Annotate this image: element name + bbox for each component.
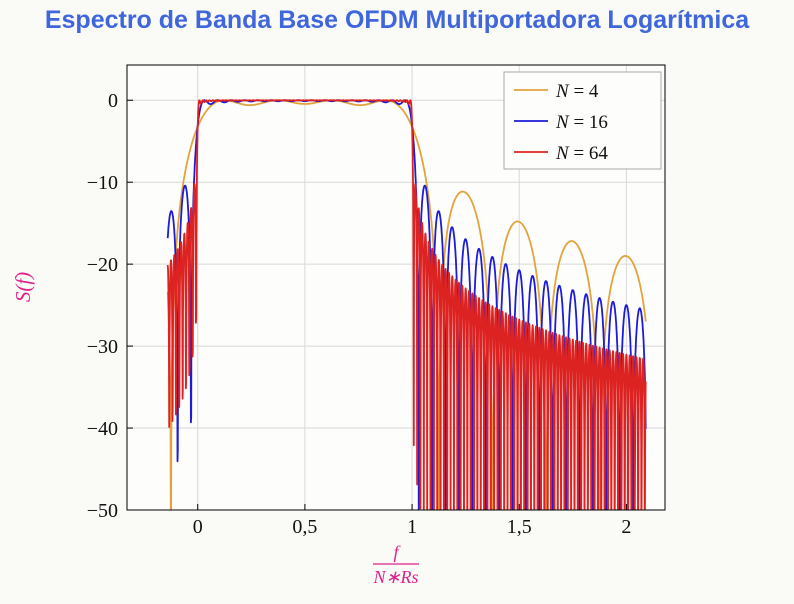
axis-frame (126, 64, 666, 511)
x-tick-label: 2 (621, 516, 631, 538)
x-tick-label: 1,5 (507, 516, 532, 538)
legend-label: N = 64 (555, 143, 608, 164)
x-axis-label-denominator: N∗Rs (372, 567, 418, 587)
y-tick-label: −40 (87, 418, 118, 440)
y-tick-label: 0 (108, 90, 118, 112)
y-axis-label: S(f) (11, 272, 35, 302)
x-tick-label: 0,5 (292, 516, 317, 538)
legend-label: N = 4 (555, 81, 599, 102)
x-tick-label: 0 (193, 516, 203, 538)
chart-title: Espectro de Banda Base OFDM Multiportado… (44, 6, 750, 34)
y-tick-label: −50 (87, 500, 118, 522)
x-axis-label-numerator: f (393, 542, 401, 562)
series-line-N=64 (166, 99, 647, 510)
y-tick-label: −20 (87, 254, 118, 276)
x-tick-label: 1 (407, 516, 417, 538)
legend-label: N = 16 (555, 112, 608, 133)
spectrum-chart: 0 0,5 1 1,5 2 0 −10 −20 −30 −40 −50 S(f) f N∗Rs N = 4 N… (11, 64, 666, 587)
series-line-N=4 (166, 99, 647, 510)
y-tick-label: −10 (87, 172, 118, 194)
y-tick-label: −30 (87, 336, 118, 358)
